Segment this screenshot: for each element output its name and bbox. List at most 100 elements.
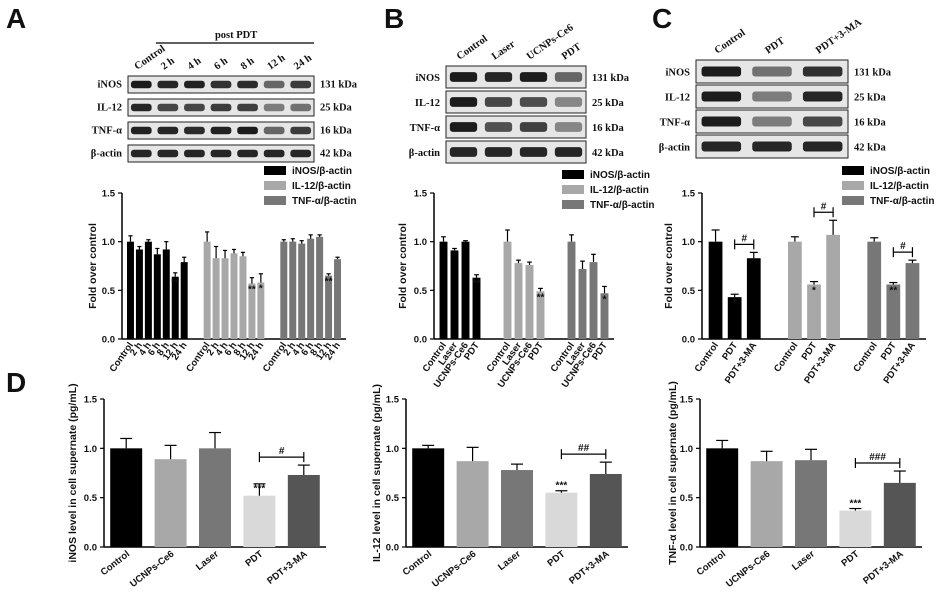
y-tick-label: 1.5 — [386, 395, 400, 406]
bar-tnf-actin-ucnps-ce6 — [589, 262, 598, 339]
x-tick-label-laser: Laser — [194, 549, 221, 573]
x-tick-label-pdt: PDT — [244, 549, 266, 569]
legend-swatch-il-12-actin — [264, 181, 286, 190]
bar-inos-actin-6-h — [153, 254, 161, 339]
blot-band — [184, 103, 205, 112]
bar-il-12-actin-control — [203, 241, 211, 339]
blot-band — [802, 91, 843, 102]
lane-label-pdt: PDT — [763, 35, 787, 56]
legend-swatch-inos-actin — [842, 166, 864, 175]
y-tick-label: 0.5 — [386, 493, 400, 504]
sig-bracket-label: # — [821, 201, 827, 212]
bar-il-12-actin-control — [788, 241, 802, 339]
bar-laser — [795, 460, 827, 547]
blot-band — [237, 103, 258, 112]
blot-band — [263, 126, 285, 135]
bar-tnf-actin-laser — [578, 268, 587, 339]
bar-inos-actin-pdt — [727, 297, 742, 339]
bar-inos-actin-pdt — [472, 277, 481, 339]
x-tick-label-control: Control — [693, 340, 721, 374]
legend-swatch-il-12-actin — [842, 181, 864, 190]
row-kda-inos: 131 kDa — [592, 73, 630, 84]
blot-band — [263, 80, 285, 89]
x-tick-label-laser: Laser — [496, 549, 523, 573]
blot-band — [157, 149, 179, 158]
bar-tnf-actin-24-h — [334, 259, 342, 339]
legend-label-il-12-actin: IL-12/β-actin — [870, 181, 929, 192]
blot-band — [157, 126, 179, 135]
bar-laser — [199, 448, 231, 547]
lane-label-control: Control — [455, 33, 490, 62]
blot-band — [752, 141, 792, 152]
sig-mark: ** — [248, 285, 256, 296]
legend-label-inos-actin: iNOS/β-actin — [590, 170, 650, 181]
y-tick-label: 0.0 — [682, 335, 695, 346]
bar-il-12-actin-control — [503, 241, 512, 339]
bar-pdt — [243, 495, 276, 547]
y-tick-label: 1.5 — [414, 189, 428, 200]
row-kda-tnf: 16 kDa — [320, 126, 353, 137]
blot-band — [290, 80, 312, 89]
bar-control — [110, 448, 143, 547]
bar-ucnps-ce6 — [750, 461, 783, 547]
lane-label-24-h: 24 h — [292, 52, 314, 72]
bar-inos-actin-control — [708, 241, 723, 339]
bar-inos-actin-control — [439, 241, 448, 339]
sig-mark: * — [603, 294, 607, 305]
lane-label-laser: Laser — [490, 39, 518, 63]
y-tick-label: 0.5 — [680, 493, 694, 504]
row-kda-il-12: 25 kDa — [854, 93, 887, 104]
sig-mark: *** — [254, 484, 266, 495]
bar-pdt-3-ma — [883, 482, 916, 547]
blot-strip — [445, 90, 587, 114]
blot-band — [519, 122, 548, 132]
blot-band — [210, 149, 232, 158]
sig-bracket-label: # — [741, 233, 747, 244]
lane-label-2-h: 2 h — [159, 55, 177, 72]
panel-label-d: D — [6, 367, 26, 398]
y-axis-label: iNOS level in cell supernate (pg/mL) — [67, 383, 79, 562]
blot-band — [701, 91, 742, 102]
legend-label-tnf-actin: TNF-α/β-actin — [870, 196, 934, 207]
blot-band — [449, 147, 478, 157]
panel-label-c: C — [652, 3, 672, 34]
row-label-inos: iNOS — [665, 68, 690, 79]
blot-band — [237, 126, 258, 135]
sig-mark: * — [259, 284, 263, 295]
blot-band — [484, 72, 513, 82]
blot-band — [130, 103, 152, 112]
row-label-il-12: IL-12 — [415, 98, 440, 109]
x-tick-label-control: Control — [772, 340, 800, 374]
bar-tnf-actin-4-h — [298, 243, 306, 339]
y-tick-label: 0.5 — [84, 493, 98, 504]
y-tick-label: 0.0 — [102, 335, 115, 346]
panel-label-a: A — [6, 3, 26, 34]
legend-swatch-il-12-actin — [562, 185, 584, 194]
blot-band — [263, 149, 285, 158]
bar-inos-actin-2-h — [135, 249, 143, 339]
blot-band — [290, 126, 312, 135]
bar-il-12-actin-6-h — [230, 253, 238, 339]
chart-d2: 0.0 0.5 1.0 1.5IL-12 level in cell supernat… — [371, 384, 628, 590]
x-tick-label-ucnps-ce6: UCNPs-Ce6 — [724, 549, 772, 590]
blot-band — [519, 147, 548, 157]
y-tick-label: 0.5 — [414, 286, 428, 297]
sig-mark: ** — [473, 279, 481, 290]
blot-strip — [445, 65, 587, 89]
legend-label-inos-actin: iNOS/β-actin — [870, 166, 930, 177]
bar-pdt — [545, 492, 578, 547]
sig-bracket-label: # — [900, 241, 906, 252]
x-tick-label-pdt-3-ma: PDT+3-MA — [567, 549, 612, 587]
x-tick-label-control: Control — [99, 549, 132, 578]
blot-band — [130, 126, 152, 135]
y-axis-label: Fold over control — [87, 223, 99, 309]
bar-il-12-actin-8-h — [239, 256, 247, 339]
lane-label-12-h: 12 h — [266, 52, 288, 72]
bar-control — [412, 448, 445, 547]
y-tick-label: 0.0 — [414, 335, 427, 346]
blot-band — [130, 149, 152, 158]
